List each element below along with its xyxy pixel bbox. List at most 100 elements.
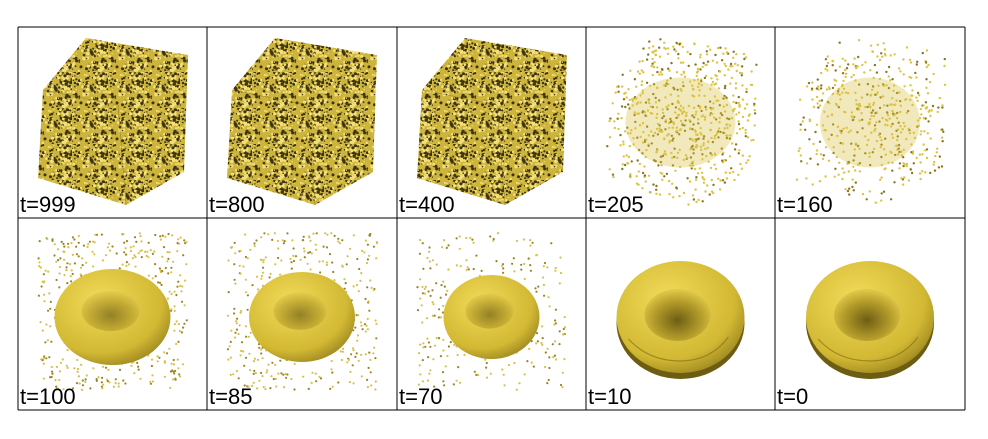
particle (863, 71, 866, 74)
particle (561, 371, 564, 374)
particle (748, 155, 751, 158)
particle (77, 234, 80, 238)
particle (42, 362, 45, 365)
particle (172, 260, 175, 263)
particle (827, 159, 831, 162)
particle (654, 96, 657, 100)
particle (40, 285, 43, 288)
particle (675, 186, 678, 189)
particle (309, 268, 312, 271)
particle (912, 162, 915, 165)
particle (246, 308, 249, 311)
particle (725, 96, 728, 99)
particle (936, 147, 939, 150)
particle (659, 160, 663, 164)
particle (911, 103, 914, 107)
particle (677, 113, 681, 117)
particle (911, 94, 914, 97)
particle (865, 143, 869, 147)
particle (424, 285, 427, 288)
particle (909, 61, 913, 64)
particle (858, 108, 861, 111)
particle (701, 200, 704, 203)
particle (55, 278, 58, 282)
particle (923, 130, 926, 133)
particle (47, 270, 50, 273)
particle (858, 102, 861, 106)
particle (274, 263, 277, 266)
particle (536, 340, 540, 343)
particle (125, 261, 128, 264)
particle (366, 286, 369, 289)
particle (431, 301, 434, 304)
particle (325, 246, 329, 249)
particle (292, 254, 295, 257)
particle (627, 155, 631, 159)
particle (330, 368, 333, 371)
particle (704, 74, 708, 78)
particle (703, 94, 706, 98)
particle (178, 329, 181, 333)
particle (622, 155, 625, 158)
particle (924, 101, 928, 104)
particle (932, 72, 935, 76)
particle (443, 239, 446, 242)
particle (637, 148, 641, 152)
particle (673, 147, 676, 150)
particle (878, 58, 882, 62)
disk-hollow (81, 290, 140, 332)
particle (810, 87, 814, 90)
particle (696, 78, 700, 81)
particle (746, 119, 750, 122)
particle (170, 271, 173, 274)
particle (70, 269, 73, 272)
particle (926, 132, 929, 135)
particle (687, 64, 690, 68)
particle (50, 365, 53, 369)
particle (681, 111, 684, 114)
particle (178, 373, 181, 376)
particle (356, 339, 359, 342)
particle (44, 269, 47, 272)
particle (158, 356, 161, 359)
particle (613, 120, 616, 123)
particle (644, 180, 647, 183)
particle (651, 45, 655, 48)
particle (635, 97, 638, 100)
particle (77, 375, 80, 378)
particle (688, 164, 692, 167)
particle (253, 357, 256, 360)
particle (855, 103, 858, 106)
particle (699, 56, 702, 59)
particle (75, 253, 78, 256)
particle (874, 111, 877, 115)
particle (444, 293, 448, 296)
particle (899, 104, 902, 107)
particle (721, 113, 724, 117)
particle (718, 70, 722, 73)
particle (140, 256, 143, 259)
particle (355, 352, 358, 355)
particle (826, 55, 829, 58)
particle (240, 341, 244, 344)
particle (919, 133, 922, 136)
particle (465, 268, 468, 272)
particle (627, 88, 630, 91)
cube-edge (42, 89, 127, 206)
particle (643, 165, 646, 168)
particle (251, 384, 254, 387)
particle (917, 124, 920, 128)
particle (654, 101, 658, 104)
particle (854, 181, 857, 184)
particle (913, 136, 917, 140)
particle (652, 183, 655, 186)
particle (529, 269, 533, 272)
particle (92, 265, 95, 268)
particle (419, 297, 422, 300)
panel: t=100 (20, 232, 188, 409)
particle (882, 190, 886, 193)
particle (244, 255, 247, 259)
particle (872, 101, 876, 105)
particle (127, 263, 130, 266)
particle (741, 84, 744, 87)
